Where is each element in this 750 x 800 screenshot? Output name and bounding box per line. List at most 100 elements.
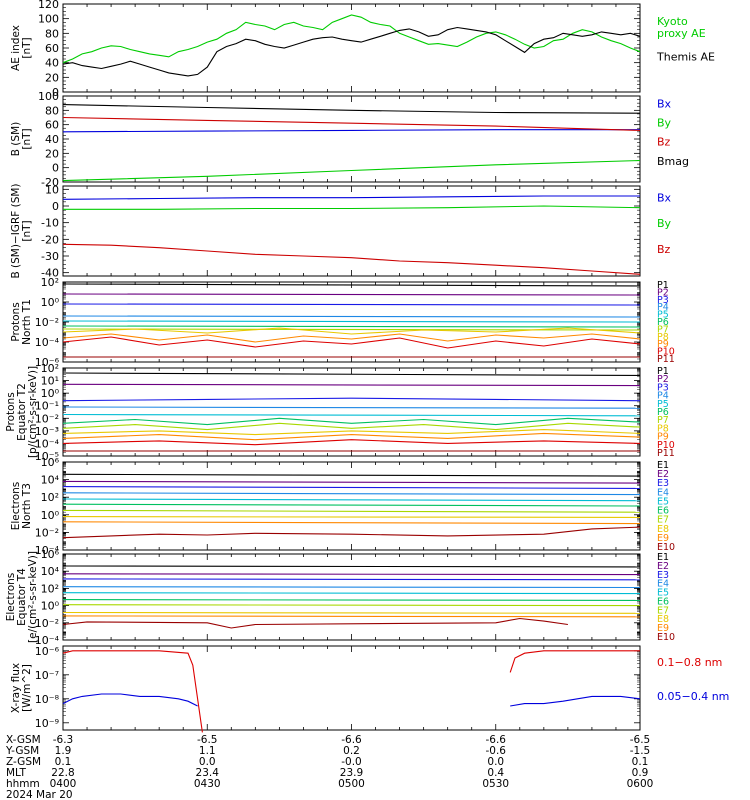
ephemeris-row-label: Y-GSM — [5, 745, 39, 757]
legend-entry: E5 — [657, 496, 669, 507]
y-tick-label: 10² — [41, 362, 59, 375]
series-line-p8 — [62, 327, 641, 335]
y-tick-label: 10⁰ — [41, 600, 60, 613]
series-line-e3 — [62, 486, 641, 489]
series-line-e3 — [62, 578, 641, 581]
series-line-e6 — [62, 503, 641, 507]
series-line-e5 — [62, 498, 641, 502]
ephemeris-value: 23.9 — [340, 767, 363, 779]
ephemeris-value: -0.6 — [486, 745, 507, 757]
series-line-p8 — [62, 429, 641, 436]
y-tick-label: 10⁻⁴ — [35, 544, 60, 557]
panel-frame-ae — [62, 3, 641, 93]
ephemeris-value: 0430 — [194, 778, 221, 790]
series-line-p1 — [62, 283, 641, 287]
legend-entry: P2 — [657, 287, 669, 298]
legend-entry: Bz — [657, 243, 671, 256]
ephemeris-value: 0.4 — [487, 767, 504, 779]
y-axis-label: North T3 — [21, 483, 33, 529]
legend-entry: P7 — [657, 324, 669, 335]
series-line-p3 — [62, 303, 641, 306]
series-line-themis-ae — [62, 26, 641, 77]
series-line-0.1−0.8-nm — [62, 650, 203, 733]
ephemeris-value: 0600 — [627, 778, 654, 790]
legend-entry: E10 — [657, 542, 675, 553]
y-tick-label: -20 — [41, 233, 59, 246]
legend-entry: P1 — [657, 280, 669, 291]
legend-entry: P5 — [657, 310, 669, 321]
y-axis-label: Protons — [5, 392, 17, 431]
series-line-bz — [62, 116, 641, 131]
series-line-p6 — [62, 325, 641, 328]
legend-entry: E4 — [657, 579, 669, 590]
y-tick-label: 10¹ — [41, 375, 59, 388]
ephemeris-value: -6.5 — [630, 734, 651, 746]
series-line-e8 — [62, 516, 641, 518]
series-line-by — [62, 159, 641, 182]
ephemeris-value: 0.2 — [343, 745, 360, 757]
y-tick-label: 10⁻¹ — [35, 400, 59, 413]
y-tick-label: -30 — [41, 250, 59, 263]
legend-entry: E1 — [657, 460, 669, 471]
y-axis-label: [nT] — [21, 128, 33, 149]
legend-entry: P2 — [657, 374, 669, 385]
y-tick-label: 10⁻⁶ — [35, 356, 60, 369]
y-tick-label: 10⁰ — [41, 509, 60, 522]
y-tick-label: 100 — [38, 13, 59, 26]
legend-entry: P8 — [657, 332, 669, 343]
series-line-e7 — [62, 509, 641, 513]
legend-entry: Bx — [657, 191, 672, 204]
series-line-0.05−0.4-nm — [62, 693, 198, 707]
legend-entry: P3 — [657, 295, 669, 306]
legend-entry: E3 — [657, 478, 669, 489]
legend-entry: E9 — [657, 533, 669, 544]
series-line-0.1−0.8-nm-b — [509, 650, 640, 673]
y-tick-label: 10⁻³ — [35, 425, 59, 438]
series-line-by — [63, 205, 641, 210]
y-tick-label: -20 — [41, 176, 59, 189]
y-tick-label: 10⁰ — [41, 296, 60, 309]
series-line-p5 — [62, 320, 641, 323]
y-tick-label: 10⁻⁶ — [35, 645, 60, 658]
series-line-bmag — [62, 104, 641, 114]
legend-entry: P5 — [657, 399, 669, 410]
panel-frame-peq — [62, 367, 641, 457]
series-line-p5 — [62, 413, 641, 417]
y-tick-label: -40 — [41, 267, 59, 280]
legend-entry: P8 — [657, 423, 669, 434]
legend-entry: 0.05−0.4 nm — [657, 690, 729, 703]
y-tick-label: 20 — [45, 71, 59, 84]
y-tick-label: 10⁻⁵ — [35, 450, 59, 463]
legend-entry: Bmag — [657, 155, 689, 168]
y-tick-label: 10⁰ — [41, 387, 60, 400]
legend-entry: By — [657, 217, 672, 230]
legend-entry: P1 — [657, 366, 669, 377]
y-tick-label: 10⁻⁹ — [35, 717, 59, 730]
ephemeris-value: -6.5 — [197, 734, 218, 746]
legend-entry: P4 — [657, 391, 669, 402]
series-line-e4 — [62, 492, 641, 496]
series-line-bz — [62, 243, 641, 275]
legend-entry: Themis AE — [656, 50, 715, 63]
ephemeris-value: -0.0 — [341, 756, 362, 768]
legend-entry: P10 — [657, 440, 675, 451]
legend-entry: P6 — [657, 407, 669, 418]
series-line-e2 — [62, 480, 641, 484]
legend-entry: E8 — [657, 614, 669, 625]
legend-entry: Bz — [657, 136, 671, 149]
series-line-e10 — [62, 526, 641, 539]
series-line-p4 — [62, 406, 641, 409]
legend-entry: E4 — [657, 487, 669, 498]
series-line-e9 — [62, 615, 641, 618]
series-line-e10 — [62, 617, 568, 629]
y-tick-label: 40 — [45, 57, 59, 70]
series-line-p3 — [62, 397, 641, 402]
legend-entry: E8 — [657, 524, 669, 535]
legend-entry: E2 — [657, 469, 669, 480]
ephemeris-value: 0.0 — [199, 756, 216, 768]
series-line-p2 — [62, 293, 641, 296]
ephemeris-value: 0.9 — [632, 767, 649, 779]
legend-entry: E3 — [657, 570, 669, 581]
ephemeris-value: -1.5 — [630, 745, 651, 757]
y-tick-label: 10² — [41, 582, 59, 595]
